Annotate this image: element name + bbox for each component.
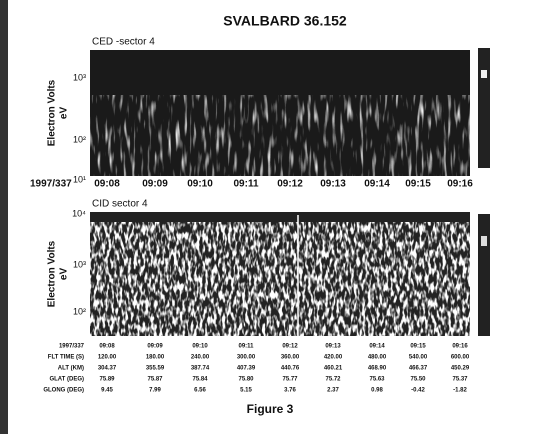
x-tick-label: 09:13 bbox=[320, 179, 346, 190]
table-cell: 09:12 bbox=[282, 344, 298, 350]
table-cell: 407.39 bbox=[237, 366, 256, 372]
x-tick-label: 09:08 bbox=[94, 179, 120, 190]
panel-label: CID sector 4 bbox=[92, 199, 148, 210]
row-label: ALT (KM) bbox=[58, 366, 84, 372]
y-axis-label: Electron Volts bbox=[47, 240, 58, 307]
table-cell: -1.82 bbox=[453, 388, 467, 394]
table-cell: 440.76 bbox=[281, 366, 300, 372]
caption: Figure 3 bbox=[247, 402, 294, 416]
table-cell: 240.00 bbox=[191, 355, 210, 361]
spectrogram-texture bbox=[90, 222, 470, 336]
table-cell: 468.90 bbox=[368, 366, 387, 372]
table-cell: 460.21 bbox=[324, 366, 343, 372]
title: SVALBARD 36.152 bbox=[223, 13, 347, 29]
table-cell: 75.77 bbox=[282, 377, 298, 383]
table-cell: 09:13 bbox=[325, 344, 341, 350]
x-tick-label: 09:11 bbox=[233, 179, 258, 190]
y-tick-label: 10³ bbox=[73, 72, 86, 82]
table-cell: 480.00 bbox=[368, 355, 387, 361]
colorbar-highlight bbox=[481, 70, 487, 78]
table-cell: 09:10 bbox=[192, 344, 208, 350]
table-cell: 5.15 bbox=[240, 388, 252, 394]
table-cell: 600.00 bbox=[451, 355, 470, 361]
row-label: FLT TIME (S) bbox=[48, 355, 84, 361]
row-label: 1997/337 bbox=[59, 344, 85, 350]
x-axis-prefix: 1997/337 bbox=[30, 179, 72, 190]
table-cell: 09:16 bbox=[452, 344, 468, 350]
y-axis-label: Electron Volts bbox=[47, 79, 58, 146]
table-cell: 9.45 bbox=[101, 388, 113, 394]
table-cell: 75.87 bbox=[147, 377, 163, 383]
table-cell: 09:08 bbox=[99, 344, 115, 350]
table-cell: 09:14 bbox=[369, 344, 385, 350]
colorbar bbox=[478, 214, 490, 336]
table-cell: 420.00 bbox=[324, 355, 343, 361]
spectrogram-texture bbox=[90, 95, 470, 176]
y-tick-label: 10⁴ bbox=[72, 208, 86, 218]
table-cell: 466.37 bbox=[409, 366, 428, 372]
table-cell: 180.00 bbox=[146, 355, 165, 361]
row-label: GLONG (DEG) bbox=[43, 388, 84, 394]
table-cell: 09:11 bbox=[238, 344, 254, 350]
table-cell: 09:09 bbox=[147, 344, 163, 350]
row-label: GLAT (DEG) bbox=[49, 377, 84, 383]
table-cell: 0.98 bbox=[371, 388, 383, 394]
y-tick-label: 10¹ bbox=[73, 174, 86, 184]
y-tick-label: 10² bbox=[73, 134, 86, 144]
table-cell: 355.59 bbox=[146, 366, 165, 372]
x-tick-label: 09:09 bbox=[142, 179, 168, 190]
colorbar bbox=[478, 48, 490, 168]
table-cell: 75.72 bbox=[325, 377, 341, 383]
table-cell: 09:15 bbox=[410, 344, 426, 350]
table-cell: 300.00 bbox=[237, 355, 256, 361]
table-cell: 450.29 bbox=[451, 366, 470, 372]
y-axis-label: eV bbox=[59, 107, 70, 120]
y-axis-label: eV bbox=[59, 268, 70, 281]
table-cell: 75.50 bbox=[410, 377, 426, 383]
table-cell: 2.37 bbox=[327, 388, 339, 394]
x-tick-label: 09:14 bbox=[364, 179, 390, 190]
scan-edge bbox=[0, 0, 8, 434]
table-cell: 75.37 bbox=[452, 377, 468, 383]
x-tick-label: 09:16 bbox=[447, 179, 473, 190]
table-cell: 540.00 bbox=[409, 355, 428, 361]
table-cell: 304.37 bbox=[98, 366, 117, 372]
table-cell: 75.84 bbox=[192, 377, 208, 383]
table-cell: 120.00 bbox=[98, 355, 117, 361]
table-cell: 6.56 bbox=[194, 388, 206, 394]
colorbar-highlight bbox=[481, 236, 487, 246]
panel-label: CED -sector 4 bbox=[92, 37, 155, 48]
table-cell: -0.42 bbox=[411, 388, 425, 394]
table-cell: 360.00 bbox=[281, 355, 300, 361]
table-cell: 75.89 bbox=[99, 377, 115, 383]
y-tick-label: 10² bbox=[73, 306, 86, 316]
table-cell: 75.63 bbox=[369, 377, 385, 383]
x-tick-label: 09:15 bbox=[405, 179, 431, 190]
table-cell: 7.99 bbox=[149, 388, 161, 394]
y-tick-label: 10³ bbox=[73, 259, 86, 269]
table-cell: 75.80 bbox=[238, 377, 254, 383]
table-cell: 3.76 bbox=[284, 388, 296, 394]
x-tick-label: 09:12 bbox=[277, 179, 303, 190]
table-cell: 387.74 bbox=[191, 366, 210, 372]
x-tick-label: 09:10 bbox=[187, 179, 213, 190]
